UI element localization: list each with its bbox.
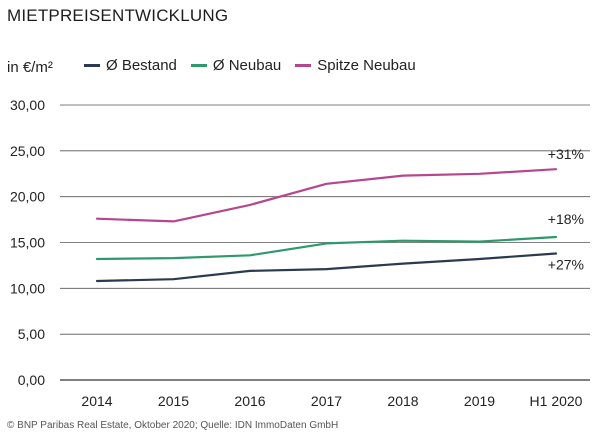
- legend-item-neubau: Ø Neubau: [190, 57, 282, 74]
- legend-label-neubau: Ø Neubau: [212, 57, 282, 74]
- legend-item-spitze-neubau: Spitze Neubau: [295, 57, 416, 74]
- x-tick-label: 2014: [81, 393, 112, 409]
- x-tick-label: H1 2020: [530, 393, 583, 409]
- y-tick-label: 25,00: [10, 143, 45, 159]
- x-tick-label: 2018: [387, 393, 418, 409]
- change-label: +27%: [548, 257, 584, 273]
- y-tick-label: 15,00: [10, 235, 45, 251]
- legend-swatch-bestand: [84, 64, 100, 67]
- x-tick-label: 2016: [234, 393, 265, 409]
- y-tick-label: 5,00: [18, 326, 45, 342]
- y-tick-label: 10,00: [10, 280, 45, 296]
- x-tick-label: 2017: [311, 393, 342, 409]
- chart-title: MIETPREISENTWICKLUNG: [7, 6, 229, 25]
- x-tick-label: 2019: [464, 393, 495, 409]
- change-label: +18%: [548, 211, 584, 227]
- y-tick-label: 20,00: [10, 189, 45, 205]
- legend-swatch-neubau: [190, 64, 207, 67]
- x-tick-label: 2015: [158, 393, 189, 409]
- source-note: © BNP Paribas Real Estate, Oktober 2020;…: [7, 420, 339, 431]
- legend-label-bestand: Ø Bestand: [106, 57, 177, 74]
- legend-item-bestand: Ø Bestand: [84, 57, 177, 74]
- legend-label-spitze-neubau: Spitze Neubau: [317, 57, 416, 74]
- y-tick-label: 0,00: [18, 372, 45, 388]
- legend-swatch-spitze-neubau: [295, 64, 312, 67]
- series-line-spitze-neubau: [95, 168, 558, 223]
- chart-legend: Ø Bestand Ø Neubau Spitze Neubau: [84, 57, 416, 74]
- y-axis-unit-label: in €/m²: [7, 59, 53, 76]
- y-tick-label: 30,00: [10, 97, 45, 113]
- series-line-neubau: [95, 235, 558, 261]
- change-label: +31%: [548, 146, 584, 162]
